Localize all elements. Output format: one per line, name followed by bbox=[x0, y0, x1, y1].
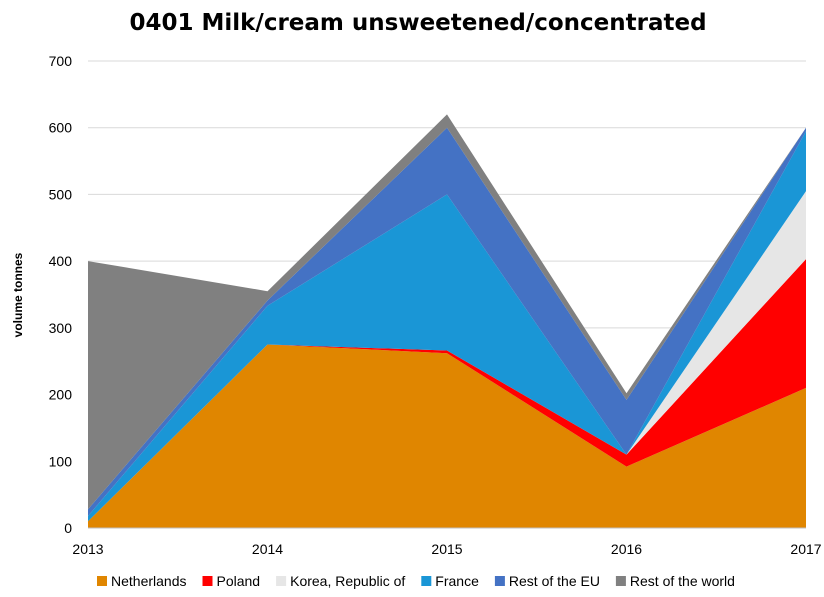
legend-label: France bbox=[435, 573, 479, 589]
x-axis-ticks: 2013 2014 2015 2016 2017 bbox=[72, 541, 821, 557]
y-tick-label: 300 bbox=[49, 320, 73, 336]
y-axis-label: volume tonnes bbox=[11, 252, 25, 337]
legend-swatch bbox=[615, 576, 626, 586]
legend-item: France bbox=[421, 573, 479, 589]
x-tick-label: 2013 bbox=[72, 541, 103, 557]
area-series-rest-of-the-eu bbox=[88, 127, 806, 516]
y-tick-label: 0 bbox=[64, 520, 72, 536]
legend-label: Korea, Republic of bbox=[290, 573, 405, 589]
plot-area bbox=[88, 114, 806, 529]
area-series-france bbox=[88, 131, 806, 522]
y-tick-label: 400 bbox=[49, 253, 73, 269]
legend: Netherlands Poland Korea, Republic of Franc… bbox=[97, 573, 735, 589]
legend-label: Rest of the world bbox=[630, 573, 735, 589]
legend-swatch bbox=[202, 576, 213, 586]
area-series-netherlands bbox=[88, 344, 806, 528]
legend-swatch bbox=[494, 576, 505, 586]
chart-title: 0401 Milk/cream unsweetened/concentrated bbox=[129, 10, 706, 36]
y-tick-label: 600 bbox=[49, 120, 73, 136]
y-tick-label: 700 bbox=[49, 53, 73, 69]
y-tick-label: 500 bbox=[49, 186, 73, 202]
legend-swatch bbox=[97, 576, 107, 586]
x-tick-label: 2015 bbox=[431, 541, 462, 557]
area-series-rest-of-the-world bbox=[88, 114, 806, 510]
y-axis-ticks: 0 100 200 300 400 500 600 700 bbox=[49, 53, 73, 536]
legend-label: Poland bbox=[217, 573, 261, 589]
y-tick-label: 200 bbox=[49, 387, 73, 403]
legend-item: Poland bbox=[202, 573, 261, 589]
legend-item: Netherlands bbox=[97, 573, 187, 589]
legend-item: Rest of the world bbox=[615, 573, 735, 589]
legend-label: Rest of the EU bbox=[509, 573, 600, 589]
legend-swatch bbox=[421, 576, 432, 586]
x-tick-label: 2016 bbox=[611, 541, 642, 557]
area-series-poland bbox=[88, 259, 806, 522]
y-tick-label: 100 bbox=[49, 453, 73, 469]
x-tick-label: 2017 bbox=[790, 541, 821, 557]
legend-label: Netherlands bbox=[111, 573, 187, 589]
legend-item: Korea, Republic of bbox=[276, 573, 405, 589]
legend-swatch bbox=[276, 576, 287, 586]
x-tick-label: 2014 bbox=[252, 541, 283, 557]
legend-item: Rest of the EU bbox=[494, 573, 600, 589]
